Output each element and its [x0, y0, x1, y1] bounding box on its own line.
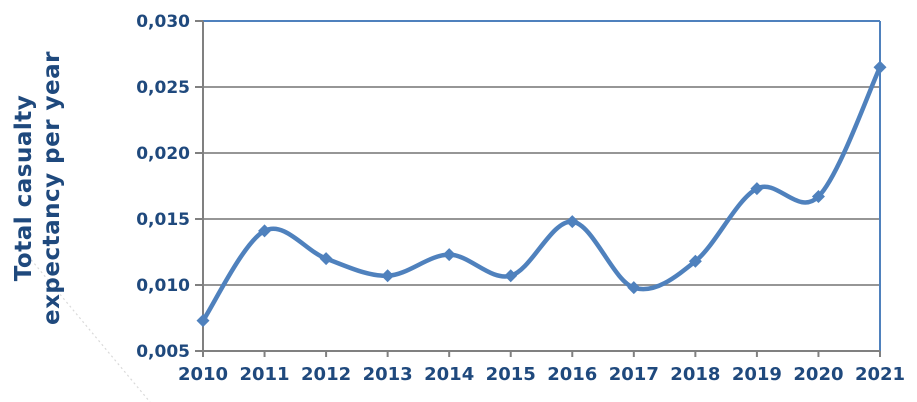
y-tick-label: 0,015 — [136, 210, 190, 230]
data-point-marker — [196, 314, 210, 328]
x-tick-label: 2017 — [609, 364, 659, 385]
data-point-marker — [873, 60, 887, 74]
diagonal-artifact — [27, 255, 151, 402]
data-point-marker — [258, 224, 272, 238]
y-axis-title-line1: Total casualty — [11, 94, 37, 282]
x-tick-label: 2016 — [547, 364, 597, 385]
x-tick-label: 2013 — [363, 364, 413, 385]
y-tick-label: 0,005 — [136, 342, 190, 362]
x-tick-label: 2015 — [486, 364, 536, 385]
y-tick-label: 0,010 — [136, 276, 190, 296]
data-point-marker — [688, 254, 702, 268]
data-point-marker — [504, 269, 518, 283]
data-point-marker — [381, 269, 395, 283]
data-point-marker — [442, 248, 456, 262]
x-tick-label: 2019 — [732, 364, 782, 385]
x-tick-label: 2010 — [178, 364, 228, 385]
data-point-marker — [565, 215, 579, 229]
y-axis-title: Total casualty expectancy per year — [10, 20, 66, 356]
x-tick-label: 2018 — [670, 364, 720, 385]
data-point-marker — [811, 190, 825, 204]
x-tick-label: 2014 — [424, 364, 474, 385]
y-tick-label: 0,020 — [136, 144, 190, 164]
x-tick-label: 2020 — [793, 364, 843, 385]
data-point-marker — [319, 252, 333, 266]
data-point-marker — [750, 182, 764, 196]
y-tick-label: 0,030 — [136, 12, 190, 32]
x-tick-label: 2012 — [301, 364, 351, 385]
y-tick-label: 0,025 — [136, 78, 190, 98]
y-axis-title-line2: expectancy per year — [39, 50, 66, 326]
data-point-marker — [627, 281, 641, 295]
x-tick-label: 2021 — [855, 364, 905, 385]
x-tick-label: 2011 — [239, 364, 289, 385]
data-series-line — [200, 64, 883, 323]
